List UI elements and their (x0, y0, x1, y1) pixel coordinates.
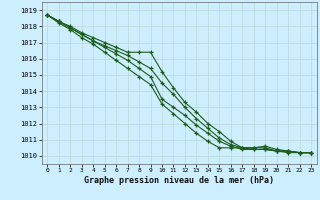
X-axis label: Graphe pression niveau de la mer (hPa): Graphe pression niveau de la mer (hPa) (84, 176, 274, 185)
